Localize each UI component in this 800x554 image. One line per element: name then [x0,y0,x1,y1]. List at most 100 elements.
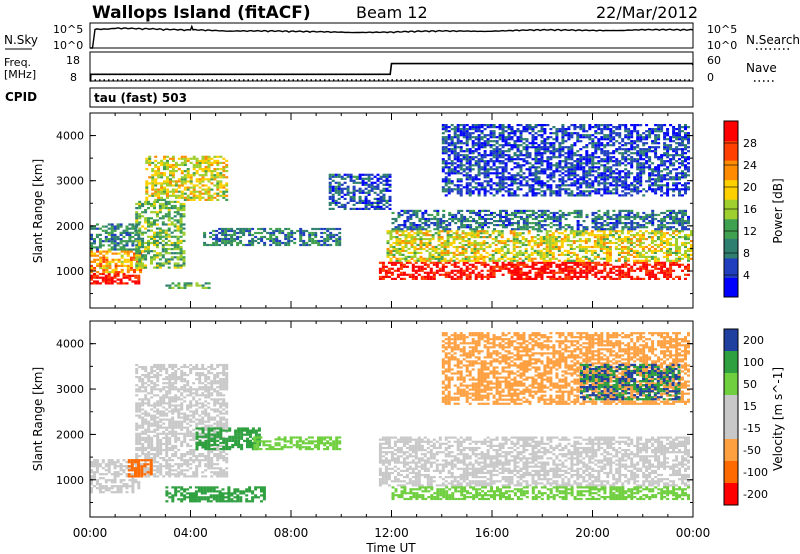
heatmap-cell [164,241,168,245]
heatmap-cell [216,182,220,185]
heatmap-cell [474,275,478,278]
heatmap-cell [153,256,156,259]
heatmap-cell [518,245,522,249]
heatmap-cell [537,188,541,191]
heatmap-cell [423,263,427,266]
heatmap-cell [105,260,109,263]
heatmap-cell [389,232,393,235]
heatmap-cell [182,207,186,210]
heatmap-cell [148,163,152,167]
heatmap-cell [615,224,619,227]
heatmap-cell [470,251,474,254]
heatmap-cell [242,229,246,233]
heatmap-cell [144,211,148,214]
heatmap-cell [395,230,399,233]
heatmap-cell [476,257,480,260]
heatmap-cell [558,130,562,133]
heatmap-cell [552,269,556,272]
heatmap-cell [684,220,687,223]
heatmap-cell [653,232,657,235]
heatmap-cell [379,181,383,184]
heatmap-cell [507,271,511,274]
heatmap-cell [597,184,601,187]
heatmap-cell [663,215,667,219]
heatmap-cell [462,158,466,161]
heatmap-cell [401,257,405,260]
heatmap-cell [528,142,532,145]
heatmap-cell [597,222,601,225]
heatmap-cell [389,259,393,262]
heatmap-cell [564,160,568,163]
heatmap-cell [334,175,338,178]
heatmap-cell [332,235,336,239]
heatmap-cell [113,233,117,236]
heatmap-cell [516,166,520,169]
heatmap-cell [444,188,448,191]
heatmap-cell [501,180,505,183]
heatmap-cell [525,130,529,133]
heatmap-cell [537,209,541,212]
heatmap-cell [492,134,496,137]
heatmap-cell [675,222,679,225]
heatmap-cell [293,231,297,235]
heatmap-cell [129,262,133,265]
heatmap-cell [90,282,93,285]
heatmap-cell [450,277,454,280]
heatmap-cell [471,192,475,195]
heatmap-cell [379,197,383,200]
heatmap-cell [441,170,445,173]
heatmap-cell [552,154,556,157]
heatmap-cell [138,246,142,249]
heatmap-cell [635,232,639,235]
heatmap-cell [177,180,181,183]
heatmap-cell [450,136,454,139]
heatmap-cell [499,220,502,223]
heatmap-cell [473,241,477,245]
heatmap-cell [413,251,417,254]
heatmap-cell [443,251,447,254]
heatmap-cell [397,224,401,227]
heatmap-cell [483,190,487,193]
heatmap-cell [398,234,402,237]
heatmap-cell [154,174,158,177]
heatmap-cell [453,168,457,171]
heatmap-cell [623,245,627,249]
heatmap-cell [549,164,553,167]
heatmap-cell [633,226,637,229]
heatmap-cell [176,266,180,269]
heatmap-cell [600,275,604,278]
heatmap-cell [147,250,150,253]
heatmap-cell [158,211,162,214]
heatmap-cell [461,253,465,256]
heatmap-cell [507,217,511,221]
heatmap-cell [419,245,423,249]
heatmap-cell [461,259,465,262]
heatmap-cell [367,175,371,178]
heatmap-cell [600,152,604,155]
heatmap-cell [572,232,576,235]
heatmap-cell [177,157,181,160]
heatmap-cell [492,267,496,270]
heatmap-cell [160,159,164,162]
heatmap-cell [367,185,371,188]
heatmap-cell [161,248,165,251]
heatmap-cell [590,234,594,237]
heatmap-cell [141,264,145,267]
heatmap-cell [591,146,595,149]
heatmap-cell [207,190,211,193]
heatmap-cell [95,282,99,285]
heatmap-cell [576,186,580,189]
heatmap-cell [481,228,485,231]
heatmap-cell [459,146,463,149]
heatmap-cell [635,253,639,256]
heatmap-cell [636,222,640,225]
heatmap-cell [224,233,228,237]
heatmap-cell [576,271,580,274]
heatmap-cell [527,241,531,245]
heatmap-cell [499,213,502,217]
heatmap-cell [459,158,463,161]
heatmap-cell [225,159,229,162]
heatmap-cell [157,194,161,197]
heatmap-cell [561,267,565,270]
heatmap-cell [105,268,109,272]
